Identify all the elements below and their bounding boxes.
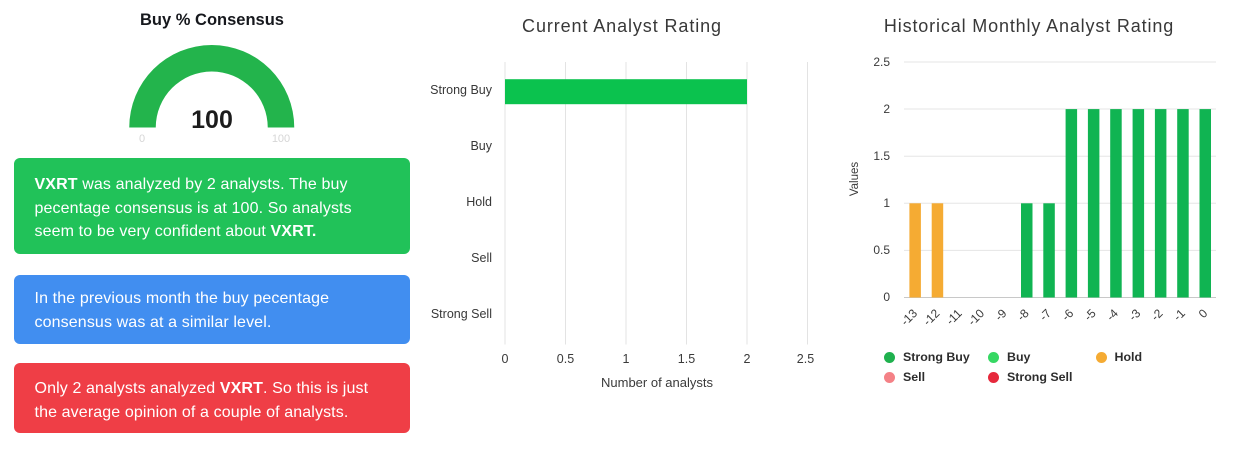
svg-text:-5: -5 [1081,306,1099,324]
svg-text:-10: -10 [965,306,987,328]
svg-text:-12: -12 [920,306,942,328]
svg-text:-2: -2 [1148,306,1166,324]
svg-text:-3: -3 [1126,306,1144,324]
svg-text:-6: -6 [1059,306,1077,324]
svg-text:0: 0 [1196,306,1211,321]
svg-text:-9: -9 [992,306,1010,324]
svg-text:-7: -7 [1037,306,1055,324]
svg-text:-1: -1 [1170,306,1188,324]
svg-text:-13: -13 [898,306,920,328]
svg-text:-4: -4 [1104,306,1122,324]
svg-text:-8: -8 [1014,306,1032,324]
svg-text:-11: -11 [943,306,965,328]
